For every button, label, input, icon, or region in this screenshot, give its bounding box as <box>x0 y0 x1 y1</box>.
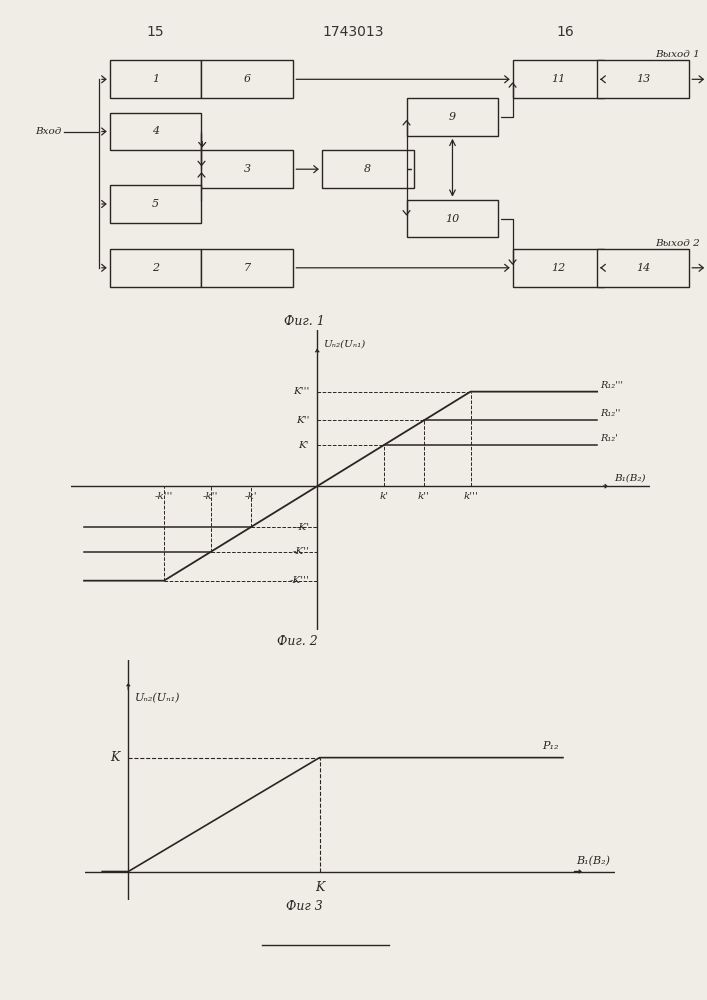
Text: 13: 13 <box>636 74 650 84</box>
Text: -K'': -K'' <box>292 547 309 556</box>
Text: Uₙ₂(Uₙ₁): Uₙ₂(Uₙ₁) <box>135 693 181 703</box>
Text: 4: 4 <box>152 126 159 136</box>
Text: 7: 7 <box>244 263 251 273</box>
Bar <box>110 185 201 223</box>
Text: 1: 1 <box>152 74 159 84</box>
Text: 1743013: 1743013 <box>323 25 384 39</box>
Bar <box>407 98 498 136</box>
Bar <box>322 150 414 188</box>
Text: 2: 2 <box>152 263 159 273</box>
Bar <box>513 249 604 287</box>
Bar <box>110 113 201 150</box>
Text: 8: 8 <box>364 164 371 174</box>
Text: 11: 11 <box>551 74 566 84</box>
Text: 16: 16 <box>556 25 575 39</box>
Text: Выход 2: Выход 2 <box>655 238 700 247</box>
Text: 12: 12 <box>551 263 566 273</box>
Text: B₁(B₂): B₁(B₂) <box>576 856 610 867</box>
Text: -K''': -K''' <box>289 576 309 585</box>
Text: 5: 5 <box>152 199 159 209</box>
Text: K': K' <box>298 441 309 450</box>
Text: 10: 10 <box>445 214 460 224</box>
Bar <box>597 249 689 287</box>
Text: -K': -K' <box>295 523 309 532</box>
Text: -k''': -k''' <box>155 492 173 501</box>
Text: -k': -k' <box>245 492 257 501</box>
Text: Uₙ₂(Uₙ₁): Uₙ₂(Uₙ₁) <box>322 339 365 348</box>
Text: Фиг. 1: Фиг. 1 <box>284 315 325 328</box>
Bar <box>407 200 498 237</box>
Text: R₁₂': R₁₂' <box>600 434 618 443</box>
Bar <box>201 60 293 98</box>
Text: P₁₂: P₁₂ <box>542 741 559 751</box>
Bar <box>513 60 604 98</box>
Text: k''': k''' <box>463 492 478 501</box>
Text: 14: 14 <box>636 263 650 273</box>
Text: 15: 15 <box>147 25 164 39</box>
Text: Вход: Вход <box>35 127 62 136</box>
Text: R₁₂'': R₁₂'' <box>600 409 621 418</box>
Text: K''': K''' <box>293 387 309 396</box>
Bar <box>597 60 689 98</box>
Text: K'': K'' <box>296 416 309 425</box>
Bar <box>201 150 293 188</box>
Text: Выход 1: Выход 1 <box>655 50 700 59</box>
Text: Фиг 3: Фиг 3 <box>286 900 322 913</box>
Text: K: K <box>110 751 119 764</box>
Text: R₁₂''': R₁₂''' <box>600 381 624 390</box>
Bar <box>110 60 201 98</box>
Text: Фиг. 2: Фиг. 2 <box>276 635 317 648</box>
Text: 3: 3 <box>244 164 251 174</box>
Text: -k'': -k'' <box>203 492 218 501</box>
Text: B₁(B₂): B₁(B₂) <box>614 473 645 482</box>
Bar <box>201 249 293 287</box>
Text: K: K <box>315 881 325 894</box>
Text: k'': k'' <box>418 492 430 501</box>
Text: 9: 9 <box>449 112 456 122</box>
Text: 6: 6 <box>244 74 251 84</box>
Bar <box>110 249 201 287</box>
Text: k': k' <box>380 492 388 501</box>
